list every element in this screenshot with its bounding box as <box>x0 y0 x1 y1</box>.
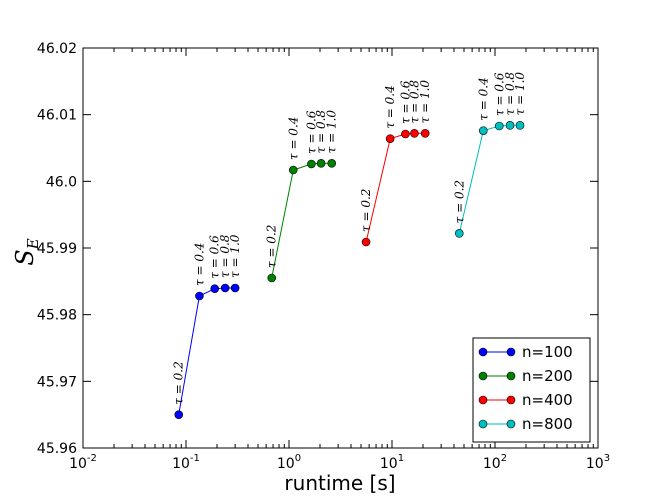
y-tick-label: 46.02 <box>37 41 77 57</box>
data-point <box>210 284 220 293</box>
x-tick-label: 10-2 <box>69 453 97 472</box>
point-label: τ = 0.4 <box>192 243 206 286</box>
point-label: τ = 0.2 <box>265 225 279 268</box>
x-tick-label: 100 <box>277 453 301 472</box>
x-tick-base: 10 <box>380 456 398 472</box>
ticks-layer: 10-2 10-1 100 101 102 10345.9645.9745.9845.99… <box>37 41 610 472</box>
point-label: τ = 0.6 <box>208 235 222 279</box>
data-point <box>505 121 515 130</box>
point-label: τ = 1.0 <box>228 234 242 278</box>
point-label: τ = 0.6 <box>304 110 318 154</box>
x-tick-label: 102 <box>483 453 507 472</box>
legend-marker <box>478 395 488 405</box>
point-label: τ = 0.4 <box>286 117 300 160</box>
y-tick-label: 45.96 <box>37 441 77 457</box>
x-tick-base: 10 <box>586 456 604 472</box>
data-point <box>410 129 419 138</box>
point-label: τ = 0.8 <box>218 234 232 278</box>
legend-label: n=400 <box>522 391 573 409</box>
data-point <box>479 126 488 135</box>
x-tick-base: 10 <box>277 456 295 472</box>
point-label: τ = 0.6 <box>492 72 506 116</box>
data-point <box>401 129 410 139</box>
data-point <box>385 134 395 143</box>
x-tick-exponent: 3 <box>604 453 610 464</box>
data-point <box>316 159 326 168</box>
data-point <box>420 129 430 138</box>
x-tick-base: 10 <box>483 456 501 472</box>
data-point <box>195 291 204 301</box>
point-label: τ = 1.0 <box>418 80 432 124</box>
y-axis-label: SE <box>11 238 42 265</box>
legend-marker <box>506 395 516 405</box>
y-tick-label: 46.0 <box>46 174 77 190</box>
data-point <box>515 121 525 130</box>
x-tick-label: 10-1 <box>172 453 200 472</box>
legend-label: n=100 <box>522 343 573 361</box>
x-tick-base: 10 <box>172 456 190 472</box>
point-label: τ = 0.8 <box>407 80 421 124</box>
plot-frame <box>82 47 599 449</box>
series-layer <box>174 121 525 419</box>
point-label: τ = 0.2 <box>359 189 373 232</box>
point-label: τ = 1.0 <box>513 72 527 116</box>
y-tick-label: 45.97 <box>37 374 77 390</box>
data-point <box>220 283 230 293</box>
legend-frame <box>472 337 591 443</box>
point-label: τ = 0.2 <box>452 180 466 223</box>
y-tick-label: 45.99 <box>37 241 77 257</box>
point-label: τ = 0.4 <box>383 85 397 128</box>
point-label: τ = 0.6 <box>398 80 412 124</box>
x-tick-exponent: -1 <box>190 453 200 464</box>
x-tick-label: 101 <box>380 453 404 472</box>
data-point <box>230 283 240 293</box>
x-tick-exponent: 0 <box>295 453 301 464</box>
point-label: τ = 0.8 <box>503 72 517 116</box>
legend-marker <box>478 347 488 357</box>
data-point <box>327 159 337 168</box>
legend-marker <box>506 419 516 429</box>
data-point <box>361 237 371 247</box>
data-point <box>288 165 298 175</box>
legend-marker <box>506 347 516 357</box>
point-label: τ = 0.8 <box>314 110 328 154</box>
x-tick-label: 103 <box>586 453 610 472</box>
data-point <box>307 159 316 169</box>
legend-label: n=800 <box>522 415 573 433</box>
data-point <box>454 229 464 238</box>
legend-label: n=200 <box>522 367 573 385</box>
legend-marker <box>478 371 488 381</box>
point-label: τ = 0.2 <box>172 361 186 404</box>
data-point <box>494 121 504 131</box>
data-point <box>174 410 184 419</box>
x-axis-label: runtime [s] <box>284 471 395 495</box>
y-tick-label: 46.01 <box>37 108 77 124</box>
point-label: τ = 0.4 <box>476 77 490 120</box>
x-tick-exponent: 1 <box>398 453 404 464</box>
point-label: τ = 1.0 <box>325 110 339 154</box>
x-tick-exponent: -2 <box>87 453 97 464</box>
legend-marker <box>478 419 488 429</box>
x-tick-base: 10 <box>69 456 87 472</box>
data-point <box>267 273 277 283</box>
x-tick-exponent: 2 <box>501 453 507 464</box>
legend: n=100 n=200 n=400 n=800 <box>472 337 591 443</box>
legend-marker <box>506 371 516 381</box>
y-tick-label: 45.98 <box>37 308 77 324</box>
point-labels-layer: τ = 0.2τ = 0.4 τ = 0.6τ = 0.8τ = 1.0 τ = 0… <box>172 72 527 405</box>
